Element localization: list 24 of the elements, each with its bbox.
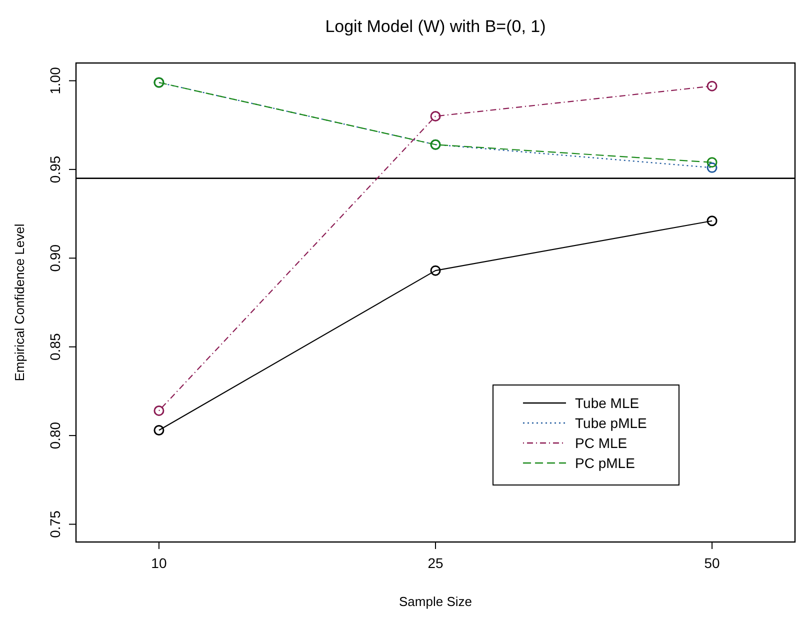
legend-label: Tube MLE: [575, 395, 640, 411]
point: [154, 424, 164, 436]
x-tick-label: 10: [151, 555, 167, 571]
legend-label: PC pMLE: [575, 455, 635, 471]
y-tick-label: 0.80: [47, 422, 63, 450]
point: [706, 162, 718, 173]
point: [430, 110, 441, 122]
y-axis-title: Empirical Confidence Level: [12, 224, 27, 382]
x-tick-label: 25: [428, 555, 444, 571]
legend-label: Tube pMLE: [575, 415, 647, 431]
y-tick-label: 0.90: [47, 244, 63, 272]
legend-label: PC MLE: [575, 435, 628, 451]
point: [154, 405, 164, 416]
y-tick-label: 0.85: [47, 333, 63, 360]
y-tick-label: 1.00: [47, 66, 63, 94]
point: [706, 80, 718, 92]
chart-title: Logit Model (W) with B=(0, 1): [325, 17, 546, 36]
point: [430, 265, 441, 276]
x-tick-label: 50: [704, 555, 720, 571]
x-axis-title: Sample Size: [399, 594, 472, 609]
y-tick-label: 0.95: [47, 156, 63, 184]
point: [706, 216, 718, 226]
point: [706, 157, 718, 168]
y-tick-label: 0.75: [47, 510, 63, 538]
